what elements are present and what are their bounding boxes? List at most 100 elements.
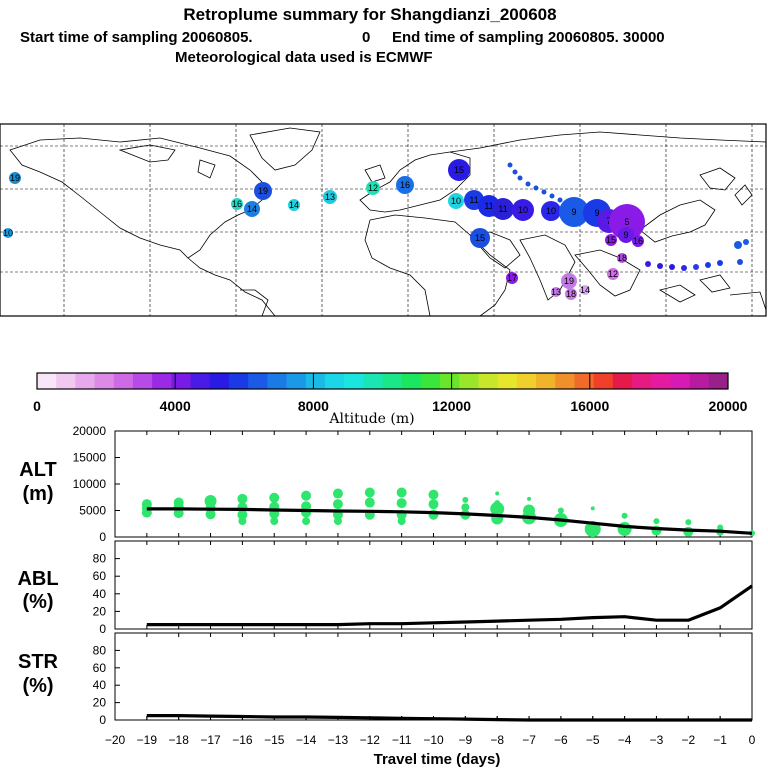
plume-cluster-label: 7: [606, 216, 611, 226]
alt-scatter-point: [270, 517, 279, 526]
colorbar-tick-label: 8000: [298, 398, 329, 414]
met-data-line: Meteorological data used is ECMWF: [175, 49, 433, 66]
colorbar-cell: [305, 373, 326, 389]
plume-cluster-marker: [470, 228, 490, 248]
alt-scatter-point: [490, 501, 505, 516]
plume-cluster-marker: [565, 288, 577, 300]
plume-cluster-label: 19: [10, 173, 20, 183]
x-tick-label: −15: [264, 733, 285, 747]
colorbar-cell: [516, 373, 537, 389]
alt-scatter-point: [685, 519, 692, 526]
plume-cluster-marker: [605, 234, 617, 246]
plume-trail-marker: [507, 162, 513, 168]
plume-cluster-marker: [580, 285, 590, 295]
x-tick-label: −19: [137, 733, 158, 747]
plume-cluster-marker: [448, 193, 464, 209]
plume-cluster-marker: [288, 199, 300, 211]
colorbar-cell: [651, 373, 671, 389]
alt-scatter-point: [495, 491, 500, 496]
alt-scatter-point: [302, 517, 311, 526]
colorbar-cell: [190, 373, 211, 389]
alt-scatter-point: [238, 517, 247, 526]
plume-trail-marker: [693, 264, 699, 270]
x-tick-label: −16: [232, 733, 253, 747]
plume-cluster-marker: [512, 199, 534, 221]
plume-cluster-label: 5: [624, 217, 629, 227]
colorbar-cell: [670, 373, 691, 389]
plume-cluster-label: 11: [498, 204, 507, 214]
plume-cluster-marker: [9, 172, 21, 184]
plume-cluster-label: 10: [518, 205, 528, 215]
alt-scatter-point: [332, 488, 343, 499]
alt-scatter-point: [205, 509, 216, 520]
y-tick-label: 80: [93, 643, 107, 657]
plume-cluster-label: 9: [594, 208, 599, 218]
colorbar-tick-label: 0: [33, 398, 41, 414]
subtitle-end: End time of sampling 20060805. 30000: [392, 29, 665, 46]
y-tick-label: 10000: [73, 477, 107, 491]
str-panel-unit: (%): [22, 675, 53, 697]
colorbar-tick-label: 4000: [160, 398, 191, 414]
plume-cluster-marker: [231, 198, 243, 210]
alt-panel-label: ALT: [19, 459, 56, 481]
plume-cluster-label: 9: [623, 230, 628, 240]
plume-cluster-marker: [506, 272, 518, 284]
x-tick-label: −18: [169, 733, 190, 747]
alt-scatter-point: [396, 498, 407, 509]
colorbar-cell: [363, 373, 383, 389]
y-tick-label: 15000: [73, 451, 107, 465]
alt-scatter-point: [364, 487, 375, 498]
colorbar-cell: [497, 373, 518, 389]
plume-cluster-marker: [632, 235, 644, 247]
x-tick-label: −8: [490, 733, 504, 747]
colorbar-cell: [344, 373, 364, 389]
plume-cluster-label: 11: [484, 201, 493, 211]
str-series-line: [146, 713, 752, 722]
colorbar-label: Altitude (m): [328, 411, 414, 427]
map-gridlines: [0, 124, 766, 316]
plume-cluster-label: 12: [368, 183, 378, 193]
x-tick-label: −10: [423, 733, 444, 747]
plume-cluster-label: 16: [633, 236, 643, 246]
altitude-colorbar: 0 4000 8000 12000 16000 20000 Altitude (m): [33, 372, 748, 427]
alt-scatter-point: [397, 517, 406, 526]
colorbar-cell: [113, 373, 134, 389]
plume-trail-marker: [645, 261, 651, 267]
y-tick-label: 40: [93, 587, 107, 601]
alt-scatter-point: [333, 517, 342, 526]
alt-scatter-point: [237, 509, 248, 520]
colorbar-cell: [708, 373, 729, 389]
plume-cluster-label: 18: [566, 289, 576, 299]
x-tick-label: −17: [200, 733, 221, 747]
plume-cluster-label: 13: [325, 192, 335, 202]
y-tick-label: 0: [99, 713, 106, 727]
alt-panel-unit: (m): [22, 483, 53, 505]
plume-cluster-label: 14: [289, 200, 299, 210]
x-tick-label: 0: [749, 733, 756, 747]
panel-frame: [114, 632, 753, 721]
alt-scatter-point: [527, 496, 532, 501]
alt-scatter-point: [269, 492, 280, 503]
plume-trail-marker: [669, 264, 675, 270]
y-tick-label: 40: [93, 678, 107, 692]
plume-trail-marker: [743, 239, 749, 245]
plume-trail-marker: [705, 262, 711, 268]
x-tick-label: −13: [328, 733, 349, 747]
y-tick-label: 5000: [79, 504, 106, 518]
subtitle-start: Start time of sampling 20060805.: [20, 29, 253, 46]
plume-cluster-marker: [607, 268, 619, 280]
alt-scatter-point: [396, 487, 407, 498]
x-tick-label: −4: [618, 733, 632, 747]
colorbar-tick-label: 16000: [570, 398, 609, 414]
colorbar-cell: [152, 373, 172, 389]
plume-cluster-label: 19: [564, 276, 574, 286]
str-panel-label: STR: [18, 651, 59, 673]
plume-cluster-label: 16: [232, 199, 242, 209]
x-tick-label: −14: [296, 733, 317, 747]
plume-cluster-marker: [609, 204, 645, 240]
x-tick-label: −20: [105, 733, 126, 747]
colorbar-cell: [132, 373, 153, 389]
plume-trail-marker: [734, 241, 742, 249]
